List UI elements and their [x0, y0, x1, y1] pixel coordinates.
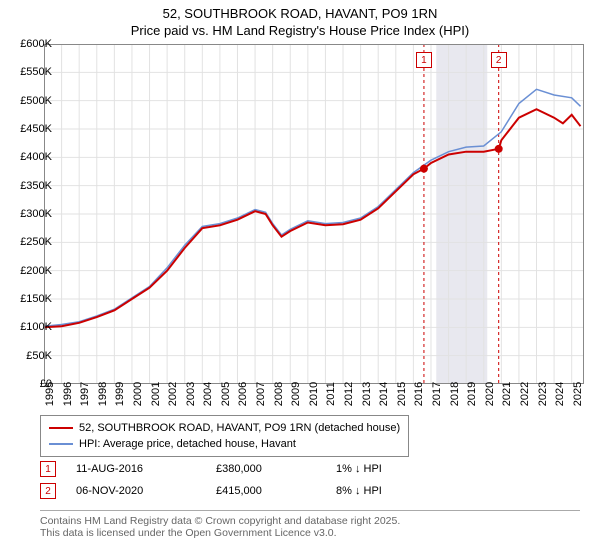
ytick-label: £600K	[2, 38, 52, 50]
footer-line1: Contains HM Land Registry data © Crown c…	[40, 515, 580, 527]
anno-pct: 1% ↓ HPI	[336, 463, 456, 475]
xtick-label: 2022	[519, 382, 531, 406]
chart-area	[44, 44, 584, 384]
ytick-label: £550K	[2, 66, 52, 78]
sale-marker-2: 2	[491, 52, 507, 68]
anno-price: £415,000	[216, 485, 336, 497]
xtick-label: 2010	[308, 382, 320, 406]
title-address: 52, SOUTHBROOK ROAD, HAVANT, PO9 1RN	[0, 6, 600, 21]
xtick-label: 2015	[396, 382, 408, 406]
ytick-label: £250K	[2, 236, 52, 248]
ytick-label: £200K	[2, 265, 52, 277]
xtick-label: 2023	[537, 382, 549, 406]
legend: 52, SOUTHBROOK ROAD, HAVANT, PO9 1RN (de…	[40, 415, 409, 457]
xtick-label: 2012	[343, 382, 355, 406]
xtick-label: 2018	[449, 382, 461, 406]
xtick-label: 2003	[185, 382, 197, 406]
xtick-label: 1997	[79, 382, 91, 406]
xtick-label: 2019	[466, 382, 478, 406]
footer: Contains HM Land Registry data © Crown c…	[40, 510, 580, 539]
ytick-label: £350K	[2, 180, 52, 192]
anno-pct: 8% ↓ HPI	[336, 485, 456, 497]
xtick-label: 2005	[220, 382, 232, 406]
xtick-label: 2021	[501, 382, 513, 406]
xtick-label: 2006	[237, 382, 249, 406]
ytick-label: £450K	[2, 123, 52, 135]
xtick-label: 2002	[167, 382, 179, 406]
ytick-label: £500K	[2, 95, 52, 107]
xtick-label: 2025	[572, 382, 584, 406]
xtick-label: 1995	[44, 382, 56, 406]
anno-price: £380,000	[216, 463, 336, 475]
legend-swatch	[49, 443, 73, 445]
xtick-label: 2004	[202, 382, 214, 406]
anno-marker: 1	[40, 461, 56, 477]
annotations-table: 1 11-AUG-2016 £380,000 1% ↓ HPI2 06-NOV-…	[40, 458, 456, 502]
ytick-label: £150K	[2, 293, 52, 305]
title-subtitle: Price paid vs. HM Land Registry's House …	[0, 23, 600, 38]
xtick-label: 2011	[325, 382, 337, 406]
xtick-label: 2009	[290, 382, 302, 406]
xtick-label: 1999	[114, 382, 126, 406]
legend-row: 52, SOUTHBROOK ROAD, HAVANT, PO9 1RN (de…	[49, 420, 400, 436]
xtick-label: 2016	[413, 382, 425, 406]
xtick-label: 2007	[255, 382, 267, 406]
chart-container: 52, SOUTHBROOK ROAD, HAVANT, PO9 1RN Pri…	[0, 0, 600, 560]
xtick-label: 2001	[150, 382, 162, 406]
xtick-label: 2008	[273, 382, 285, 406]
title-block: 52, SOUTHBROOK ROAD, HAVANT, PO9 1RN Pri…	[0, 0, 600, 38]
legend-label: HPI: Average price, detached house, Hava…	[79, 438, 296, 450]
ytick-label: £50K	[2, 350, 52, 362]
anno-date: 06-NOV-2020	[76, 485, 216, 497]
ytick-label: £300K	[2, 208, 52, 220]
xtick-label: 2014	[378, 382, 390, 406]
xtick-label: 1996	[62, 382, 74, 406]
anno-date: 11-AUG-2016	[76, 463, 216, 475]
xtick-label: 1998	[97, 382, 109, 406]
annotation-row: 1 11-AUG-2016 £380,000 1% ↓ HPI	[40, 458, 456, 480]
ytick-label: £400K	[2, 151, 52, 163]
legend-swatch	[49, 427, 73, 429]
anno-marker: 2	[40, 483, 56, 499]
legend-label: 52, SOUTHBROOK ROAD, HAVANT, PO9 1RN (de…	[79, 422, 400, 434]
xtick-label: 2013	[361, 382, 373, 406]
ytick-label: £100K	[2, 321, 52, 333]
footer-line2: This data is licensed under the Open Gov…	[40, 527, 580, 539]
xtick-label: 2020	[484, 382, 496, 406]
xtick-label: 2024	[554, 382, 566, 406]
xtick-label: 2000	[132, 382, 144, 406]
annotation-row: 2 06-NOV-2020 £415,000 8% ↓ HPI	[40, 480, 456, 502]
chart-svg	[44, 44, 584, 384]
xtick-label: 2017	[431, 382, 443, 406]
sale-marker-1: 1	[416, 52, 432, 68]
legend-row: HPI: Average price, detached house, Hava…	[49, 436, 400, 452]
